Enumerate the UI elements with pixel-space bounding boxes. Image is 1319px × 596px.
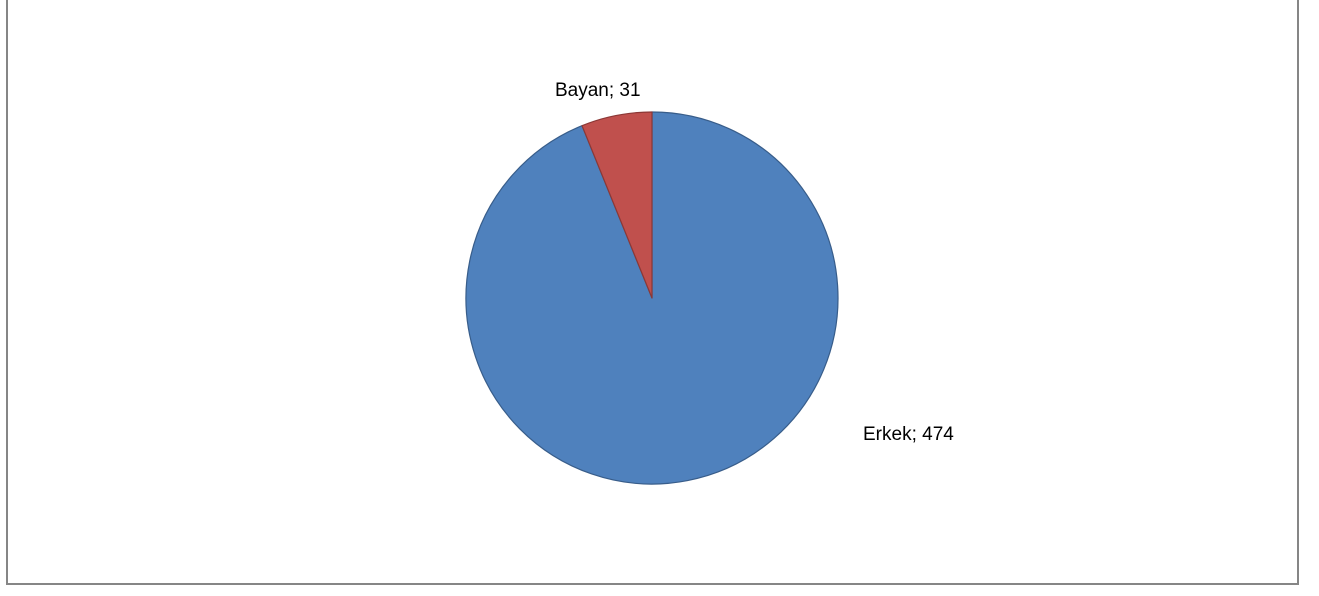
pie-slices [465,111,839,485]
data-label-erkek: Erkek; 474 [863,424,954,445]
pie-slice-bayan [581,111,653,299]
data-label-bayan: Bayan; 31 [555,80,641,101]
